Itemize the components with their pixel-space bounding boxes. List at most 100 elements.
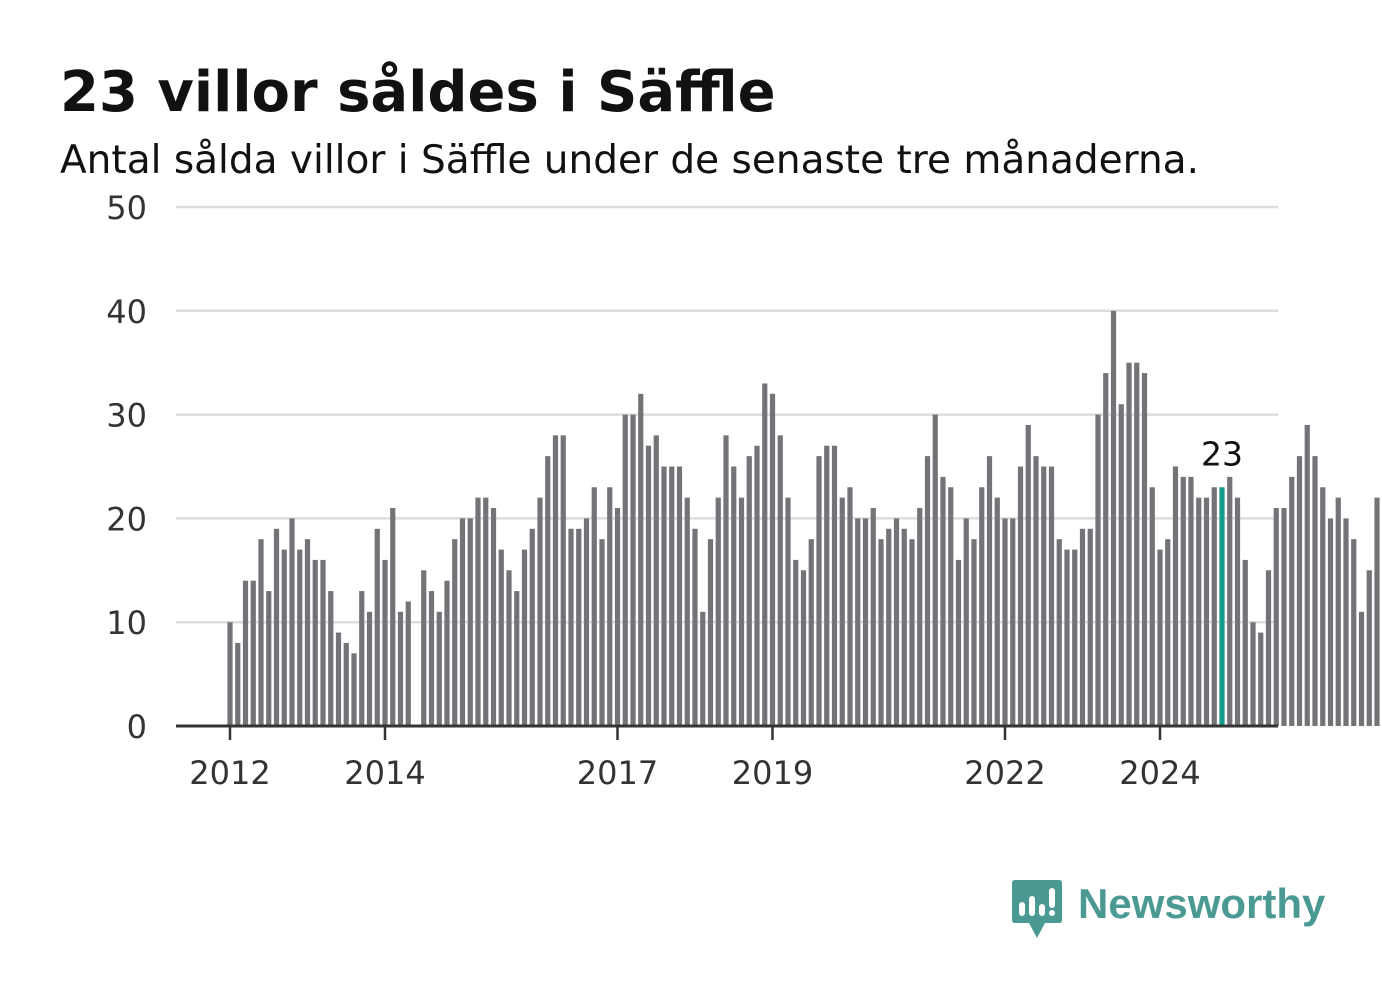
bar	[1126, 362, 1132, 726]
newsworthy-logo-icon	[1012, 880, 1062, 938]
data-label: 23	[1201, 434, 1243, 473]
bar	[886, 528, 892, 726]
bar	[638, 393, 644, 726]
bar	[467, 518, 473, 726]
chart-title: 23 villor såldes i Säffle	[60, 60, 776, 125]
bar	[421, 570, 427, 726]
bar	[661, 466, 667, 726]
bar	[1242, 559, 1248, 726]
bar	[622, 414, 628, 726]
bar	[297, 549, 303, 726]
bar	[1010, 518, 1016, 726]
bar	[552, 435, 559, 726]
bar	[862, 518, 869, 726]
bar	[390, 508, 396, 726]
bar	[1320, 487, 1326, 726]
bar	[537, 497, 543, 726]
bar	[777, 435, 783, 726]
bar	[909, 539, 915, 726]
bar	[924, 456, 931, 726]
bar	[560, 435, 566, 726]
bar	[320, 559, 326, 726]
bar	[591, 487, 597, 726]
newsworthy-brand: Newsworthy	[1012, 880, 1325, 940]
bar	[831, 445, 838, 726]
bar	[893, 518, 900, 726]
bar	[917, 508, 923, 726]
bar	[1265, 570, 1272, 726]
bar	[738, 497, 745, 726]
bar	[459, 518, 466, 726]
bar	[304, 539, 311, 726]
bar	[1041, 466, 1047, 726]
bar	[1374, 497, 1380, 726]
y-tick-label: 20	[106, 500, 147, 538]
bar	[901, 528, 907, 726]
bar	[1165, 539, 1171, 726]
x-tick-label: 2024	[1119, 754, 1200, 792]
brand-name: Newsworthy	[1078, 880, 1326, 927]
bar	[397, 611, 404, 726]
bar	[808, 539, 814, 726]
bar	[1351, 539, 1357, 726]
y-tick-label: 40	[106, 293, 147, 331]
bar	[366, 611, 373, 726]
bar	[684, 497, 690, 726]
bar	[436, 611, 442, 726]
bar	[1110, 310, 1117, 726]
bar	[483, 497, 489, 726]
bar	[816, 456, 822, 726]
bar	[979, 487, 985, 726]
bar	[932, 414, 938, 726]
bar	[1149, 487, 1155, 726]
bar	[1296, 456, 1303, 726]
bar	[1157, 549, 1163, 726]
bar	[1188, 476, 1194, 726]
x-tick-label: 2014	[344, 754, 425, 792]
bar	[1079, 528, 1086, 726]
bar	[1289, 476, 1295, 726]
bar	[1366, 570, 1372, 726]
bar	[769, 393, 776, 726]
bar	[506, 570, 512, 726]
bar	[1227, 476, 1233, 726]
bar	[963, 518, 969, 726]
bar	[986, 456, 993, 726]
bar	[754, 445, 760, 726]
bar	[1033, 456, 1039, 726]
bar-highlight	[1219, 487, 1225, 726]
bar	[1203, 497, 1210, 726]
bar	[359, 591, 365, 726]
bar	[676, 466, 683, 726]
bar	[514, 591, 520, 726]
bar	[746, 456, 752, 726]
bar	[1258, 632, 1264, 726]
bar	[1072, 549, 1078, 726]
bar	[707, 539, 714, 726]
bar	[1196, 497, 1202, 726]
bar	[258, 539, 264, 726]
bar	[475, 497, 481, 726]
x-tick-label: 2022	[964, 754, 1045, 792]
bar	[382, 559, 388, 726]
bar	[1281, 508, 1287, 726]
bar	[351, 653, 357, 726]
bar	[1172, 466, 1179, 726]
bar	[289, 518, 295, 726]
bar	[847, 487, 853, 726]
bar	[723, 435, 729, 726]
bar	[1095, 414, 1101, 726]
bar	[824, 445, 830, 726]
x-tick-label: 2019	[732, 754, 813, 792]
bar	[948, 487, 954, 726]
bar	[1017, 466, 1024, 726]
bar	[529, 528, 535, 726]
x-tick-label: 2017	[577, 754, 658, 792]
bar	[335, 632, 342, 726]
bar	[994, 497, 1000, 726]
bar	[444, 580, 450, 726]
data-label-halo: 23	[1201, 434, 1243, 473]
bar	[1134, 362, 1140, 726]
bar	[328, 591, 334, 726]
bar	[521, 549, 528, 726]
